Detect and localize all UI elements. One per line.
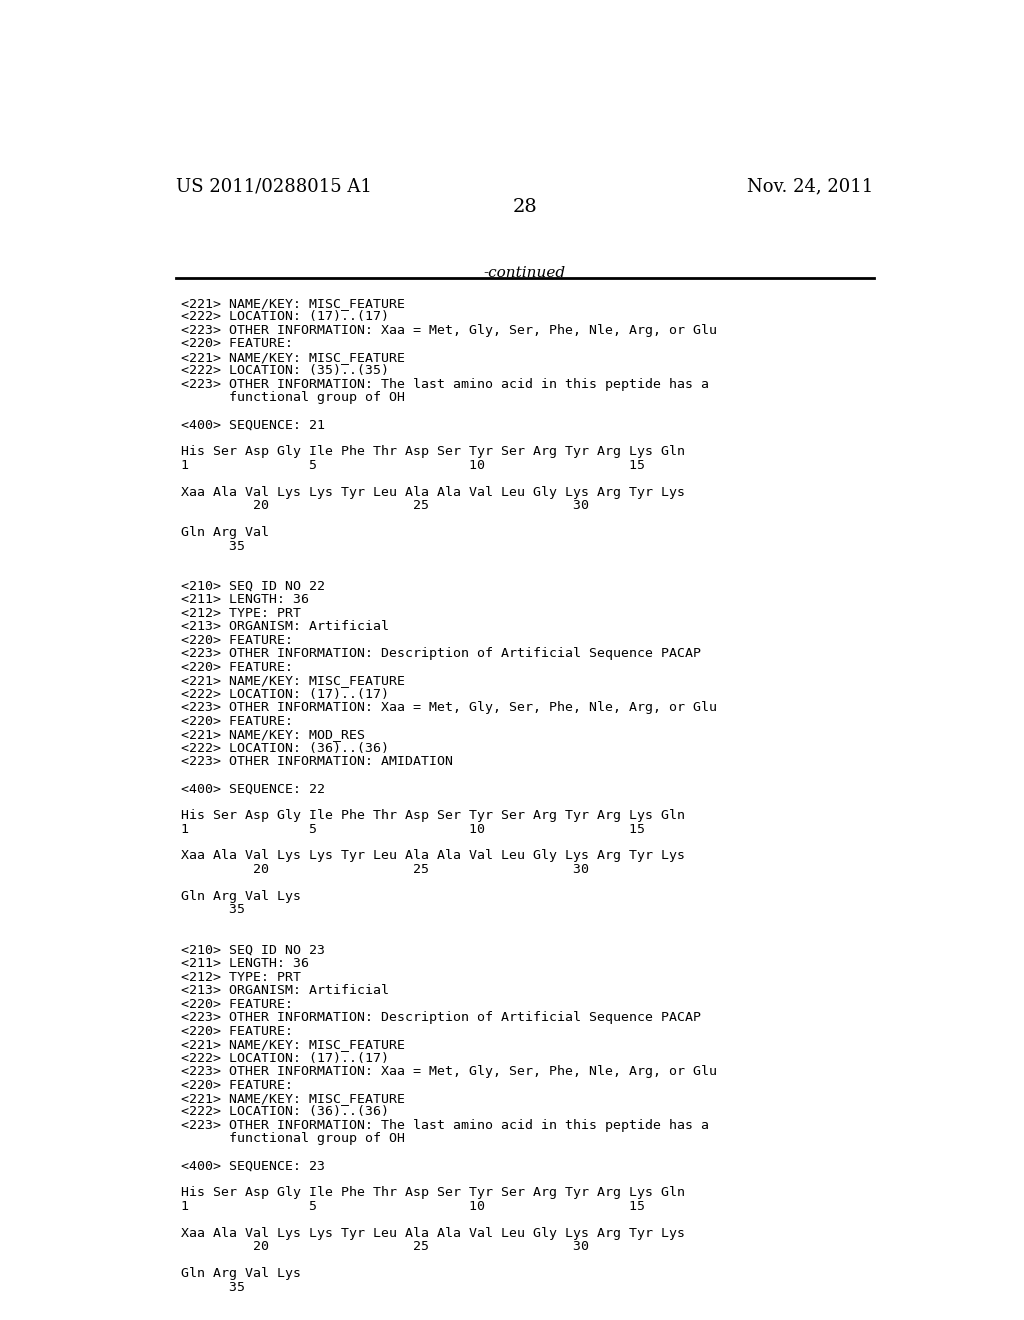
Text: 1               5                   10                  15: 1 5 10 15 [180, 1200, 645, 1213]
Text: <222> LOCATION: (17)..(17): <222> LOCATION: (17)..(17) [180, 310, 389, 323]
Text: functional group of OH: functional group of OH [180, 391, 404, 404]
Text: <210> SEQ ID NO 23: <210> SEQ ID NO 23 [180, 944, 325, 957]
Text: 35: 35 [180, 903, 245, 916]
Text: <213> ORGANISM: Artificial: <213> ORGANISM: Artificial [180, 985, 389, 997]
Text: Nov. 24, 2011: Nov. 24, 2011 [748, 178, 873, 195]
Text: <221> NAME/KEY: MISC_FEATURE: <221> NAME/KEY: MISC_FEATURE [180, 297, 404, 310]
Text: Xaa Ala Val Lys Lys Tyr Leu Ala Ala Val Leu Gly Lys Arg Tyr Lys: Xaa Ala Val Lys Lys Tyr Leu Ala Ala Val … [180, 486, 685, 499]
Text: <221> NAME/KEY: MISC_FEATURE: <221> NAME/KEY: MISC_FEATURE [180, 351, 404, 364]
Text: Gln Arg Val Lys: Gln Arg Val Lys [180, 1267, 301, 1280]
Text: His Ser Asp Gly Ile Phe Thr Asp Ser Tyr Ser Arg Tyr Arg Lys Gln: His Ser Asp Gly Ile Phe Thr Asp Ser Tyr … [180, 809, 685, 822]
Text: <211> LENGTH: 36: <211> LENGTH: 36 [180, 957, 308, 970]
Text: <220> FEATURE:: <220> FEATURE: [180, 661, 293, 673]
Text: <220> FEATURE:: <220> FEATURE: [180, 634, 293, 647]
Text: <223> OTHER INFORMATION: Xaa = Met, Gly, Ser, Phe, Nle, Arg, or Glu: <223> OTHER INFORMATION: Xaa = Met, Gly,… [180, 323, 717, 337]
Text: Xaa Ala Val Lys Lys Tyr Leu Ala Ala Val Leu Gly Lys Arg Tyr Lys: Xaa Ala Val Lys Lys Tyr Leu Ala Ala Val … [180, 850, 685, 862]
Text: <223> OTHER INFORMATION: The last amino acid in this peptide has a: <223> OTHER INFORMATION: The last amino … [180, 1119, 709, 1133]
Text: <220> FEATURE:: <220> FEATURE: [180, 1024, 293, 1038]
Text: <223> OTHER INFORMATION: Xaa = Met, Gly, Ser, Phe, Nle, Arg, or Glu: <223> OTHER INFORMATION: Xaa = Met, Gly,… [180, 701, 717, 714]
Text: His Ser Asp Gly Ile Phe Thr Asp Ser Tyr Ser Arg Tyr Arg Lys Gln: His Ser Asp Gly Ile Phe Thr Asp Ser Tyr … [180, 1187, 685, 1200]
Text: <221> NAME/KEY: MISC_FEATURE: <221> NAME/KEY: MISC_FEATURE [180, 1092, 404, 1105]
Text: functional group of OH: functional group of OH [180, 1133, 404, 1146]
Text: <222> LOCATION: (36)..(36): <222> LOCATION: (36)..(36) [180, 742, 389, 755]
Text: 1               5                   10                  15: 1 5 10 15 [180, 822, 645, 836]
Text: Xaa Ala Val Lys Lys Tyr Leu Ala Ala Val Leu Gly Lys Arg Tyr Lys: Xaa Ala Val Lys Lys Tyr Leu Ala Ala Val … [180, 1226, 685, 1239]
Text: <220> FEATURE:: <220> FEATURE: [180, 714, 293, 727]
Text: <223> OTHER INFORMATION: Description of Artificial Sequence PACAP: <223> OTHER INFORMATION: Description of … [180, 647, 700, 660]
Text: <212> TYPE: PRT: <212> TYPE: PRT [180, 970, 301, 983]
Text: <211> LENGTH: 36: <211> LENGTH: 36 [180, 594, 308, 606]
Text: <220> FEATURE:: <220> FEATURE: [180, 998, 293, 1011]
Text: 20                  25                  30: 20 25 30 [180, 1241, 589, 1253]
Text: US 2011/0288015 A1: US 2011/0288015 A1 [176, 178, 372, 195]
Text: <400> SEQUENCE: 23: <400> SEQUENCE: 23 [180, 1159, 325, 1172]
Text: <222> LOCATION: (17)..(17): <222> LOCATION: (17)..(17) [180, 1052, 389, 1065]
Text: -continued: -continued [483, 267, 566, 280]
Text: 28: 28 [512, 198, 538, 216]
Text: <223> OTHER INFORMATION: AMIDATION: <223> OTHER INFORMATION: AMIDATION [180, 755, 453, 768]
Text: <220> FEATURE:: <220> FEATURE: [180, 338, 293, 350]
Text: <400> SEQUENCE: 22: <400> SEQUENCE: 22 [180, 781, 325, 795]
Text: <212> TYPE: PRT: <212> TYPE: PRT [180, 607, 301, 620]
Text: <222> LOCATION: (17)..(17): <222> LOCATION: (17)..(17) [180, 688, 389, 701]
Text: <223> OTHER INFORMATION: Xaa = Met, Gly, Ser, Phe, Nle, Arg, or Glu: <223> OTHER INFORMATION: Xaa = Met, Gly,… [180, 1065, 717, 1078]
Text: 35: 35 [180, 540, 245, 553]
Text: <220> FEATURE:: <220> FEATURE: [180, 1078, 293, 1092]
Text: <221> NAME/KEY: MISC_FEATURE: <221> NAME/KEY: MISC_FEATURE [180, 675, 404, 688]
Text: <210> SEQ ID NO 22: <210> SEQ ID NO 22 [180, 579, 325, 593]
Text: 35: 35 [180, 1280, 245, 1294]
Text: <221> NAME/KEY: MOD_RES: <221> NAME/KEY: MOD_RES [180, 729, 365, 742]
Text: <223> OTHER INFORMATION: The last amino acid in this peptide has a: <223> OTHER INFORMATION: The last amino … [180, 378, 709, 391]
Text: <222> LOCATION: (36)..(36): <222> LOCATION: (36)..(36) [180, 1106, 389, 1118]
Text: His Ser Asp Gly Ile Phe Thr Asp Ser Tyr Ser Arg Tyr Arg Lys Gln: His Ser Asp Gly Ile Phe Thr Asp Ser Tyr … [180, 445, 685, 458]
Text: Gln Arg Val: Gln Arg Val [180, 527, 268, 539]
Text: 20                  25                  30: 20 25 30 [180, 863, 589, 876]
Text: Gln Arg Val Lys: Gln Arg Val Lys [180, 890, 301, 903]
Text: <222> LOCATION: (35)..(35): <222> LOCATION: (35)..(35) [180, 364, 389, 378]
Text: <223> OTHER INFORMATION: Description of Artificial Sequence PACAP: <223> OTHER INFORMATION: Description of … [180, 1011, 700, 1024]
Text: <221> NAME/KEY: MISC_FEATURE: <221> NAME/KEY: MISC_FEATURE [180, 1038, 404, 1051]
Text: 1               5                   10                  15: 1 5 10 15 [180, 459, 645, 471]
Text: <213> ORGANISM: Artificial: <213> ORGANISM: Artificial [180, 620, 389, 634]
Text: 20                  25                  30: 20 25 30 [180, 499, 589, 512]
Text: <400> SEQUENCE: 21: <400> SEQUENCE: 21 [180, 418, 325, 432]
